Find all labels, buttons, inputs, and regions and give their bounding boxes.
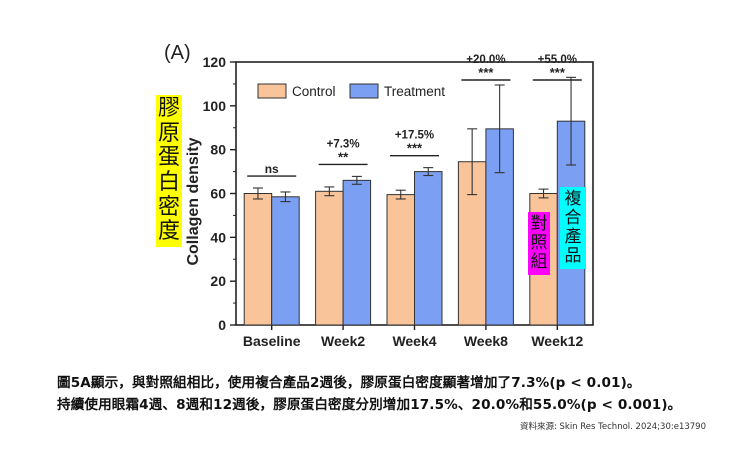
y-tick-label: 100 <box>203 98 227 114</box>
y-tick-label: 40 <box>210 229 226 245</box>
x-tick-label: Baseline <box>243 333 301 349</box>
significance-stars: *** <box>407 141 423 156</box>
y-axis-label: Collagen density <box>185 137 202 265</box>
legend-swatch-control <box>257 83 287 99</box>
y-tick-label: 0 <box>218 317 226 333</box>
caption-line-2: 持續使用眼霜4週、8週和12週後，膠原蛋白密度分別增加17.5%、20.0%和5… <box>57 397 682 413</box>
x-tick-label: Week4 <box>392 333 436 349</box>
bar-control <box>315 190 344 326</box>
bar-control <box>386 194 415 326</box>
significance-stars: ** <box>338 149 349 164</box>
x-tick-label: Week12 <box>531 333 583 349</box>
percent-increase-label: +55.0% <box>538 54 577 66</box>
bar-treatment <box>342 179 372 326</box>
percent-increase-label: +20.0% <box>466 54 505 66</box>
legend-swatch-treatment <box>349 83 379 99</box>
bar-control <box>243 193 273 326</box>
x-tick-label: Week8 <box>464 333 508 349</box>
significance-stars: *** <box>550 65 566 80</box>
control-group-tag: 對照組 <box>528 212 550 276</box>
y-tick-label: 80 <box>210 142 226 158</box>
legend-label-treatment: Treatment <box>384 84 445 99</box>
percent-increase-label: +7.3% <box>327 138 360 150</box>
panel-label: (A) <box>164 42 191 64</box>
y-tick-label: 60 <box>210 186 226 202</box>
collagen-bar-chart: 0 20 40 60 80 100 120 Collagen density Baseline W… <box>185 54 594 349</box>
significance-stars: ns <box>265 162 279 176</box>
legend-label-control: Control <box>292 84 336 99</box>
source-citation: 資料來源: Skin Res Technol. 2024;30:e13790 <box>519 422 706 432</box>
y-tick-label: 120 <box>203 54 227 70</box>
treatment-product-tag: 複合產品 <box>560 187 586 270</box>
bar-treatment <box>414 171 443 326</box>
bar-treatment <box>271 196 300 326</box>
collagen-density-tag: 膠原蛋白密度 <box>156 95 182 247</box>
significance-stars: *** <box>478 65 494 80</box>
caption-line-1: 圖5A顯示，與對照組相比，使用複合產品2週後，膠原蛋白密度顯著增加了7.3%(p… <box>57 375 641 391</box>
y-tick-label: 20 <box>210 273 226 289</box>
x-tick-label: Week2 <box>321 333 365 349</box>
caption: 圖5A顯示，與對照組相比，使用複合產品2週後，膠原蛋白密度顯著增加了7.3%(p… <box>57 372 737 416</box>
percent-increase-label: +17.5% <box>395 130 434 142</box>
